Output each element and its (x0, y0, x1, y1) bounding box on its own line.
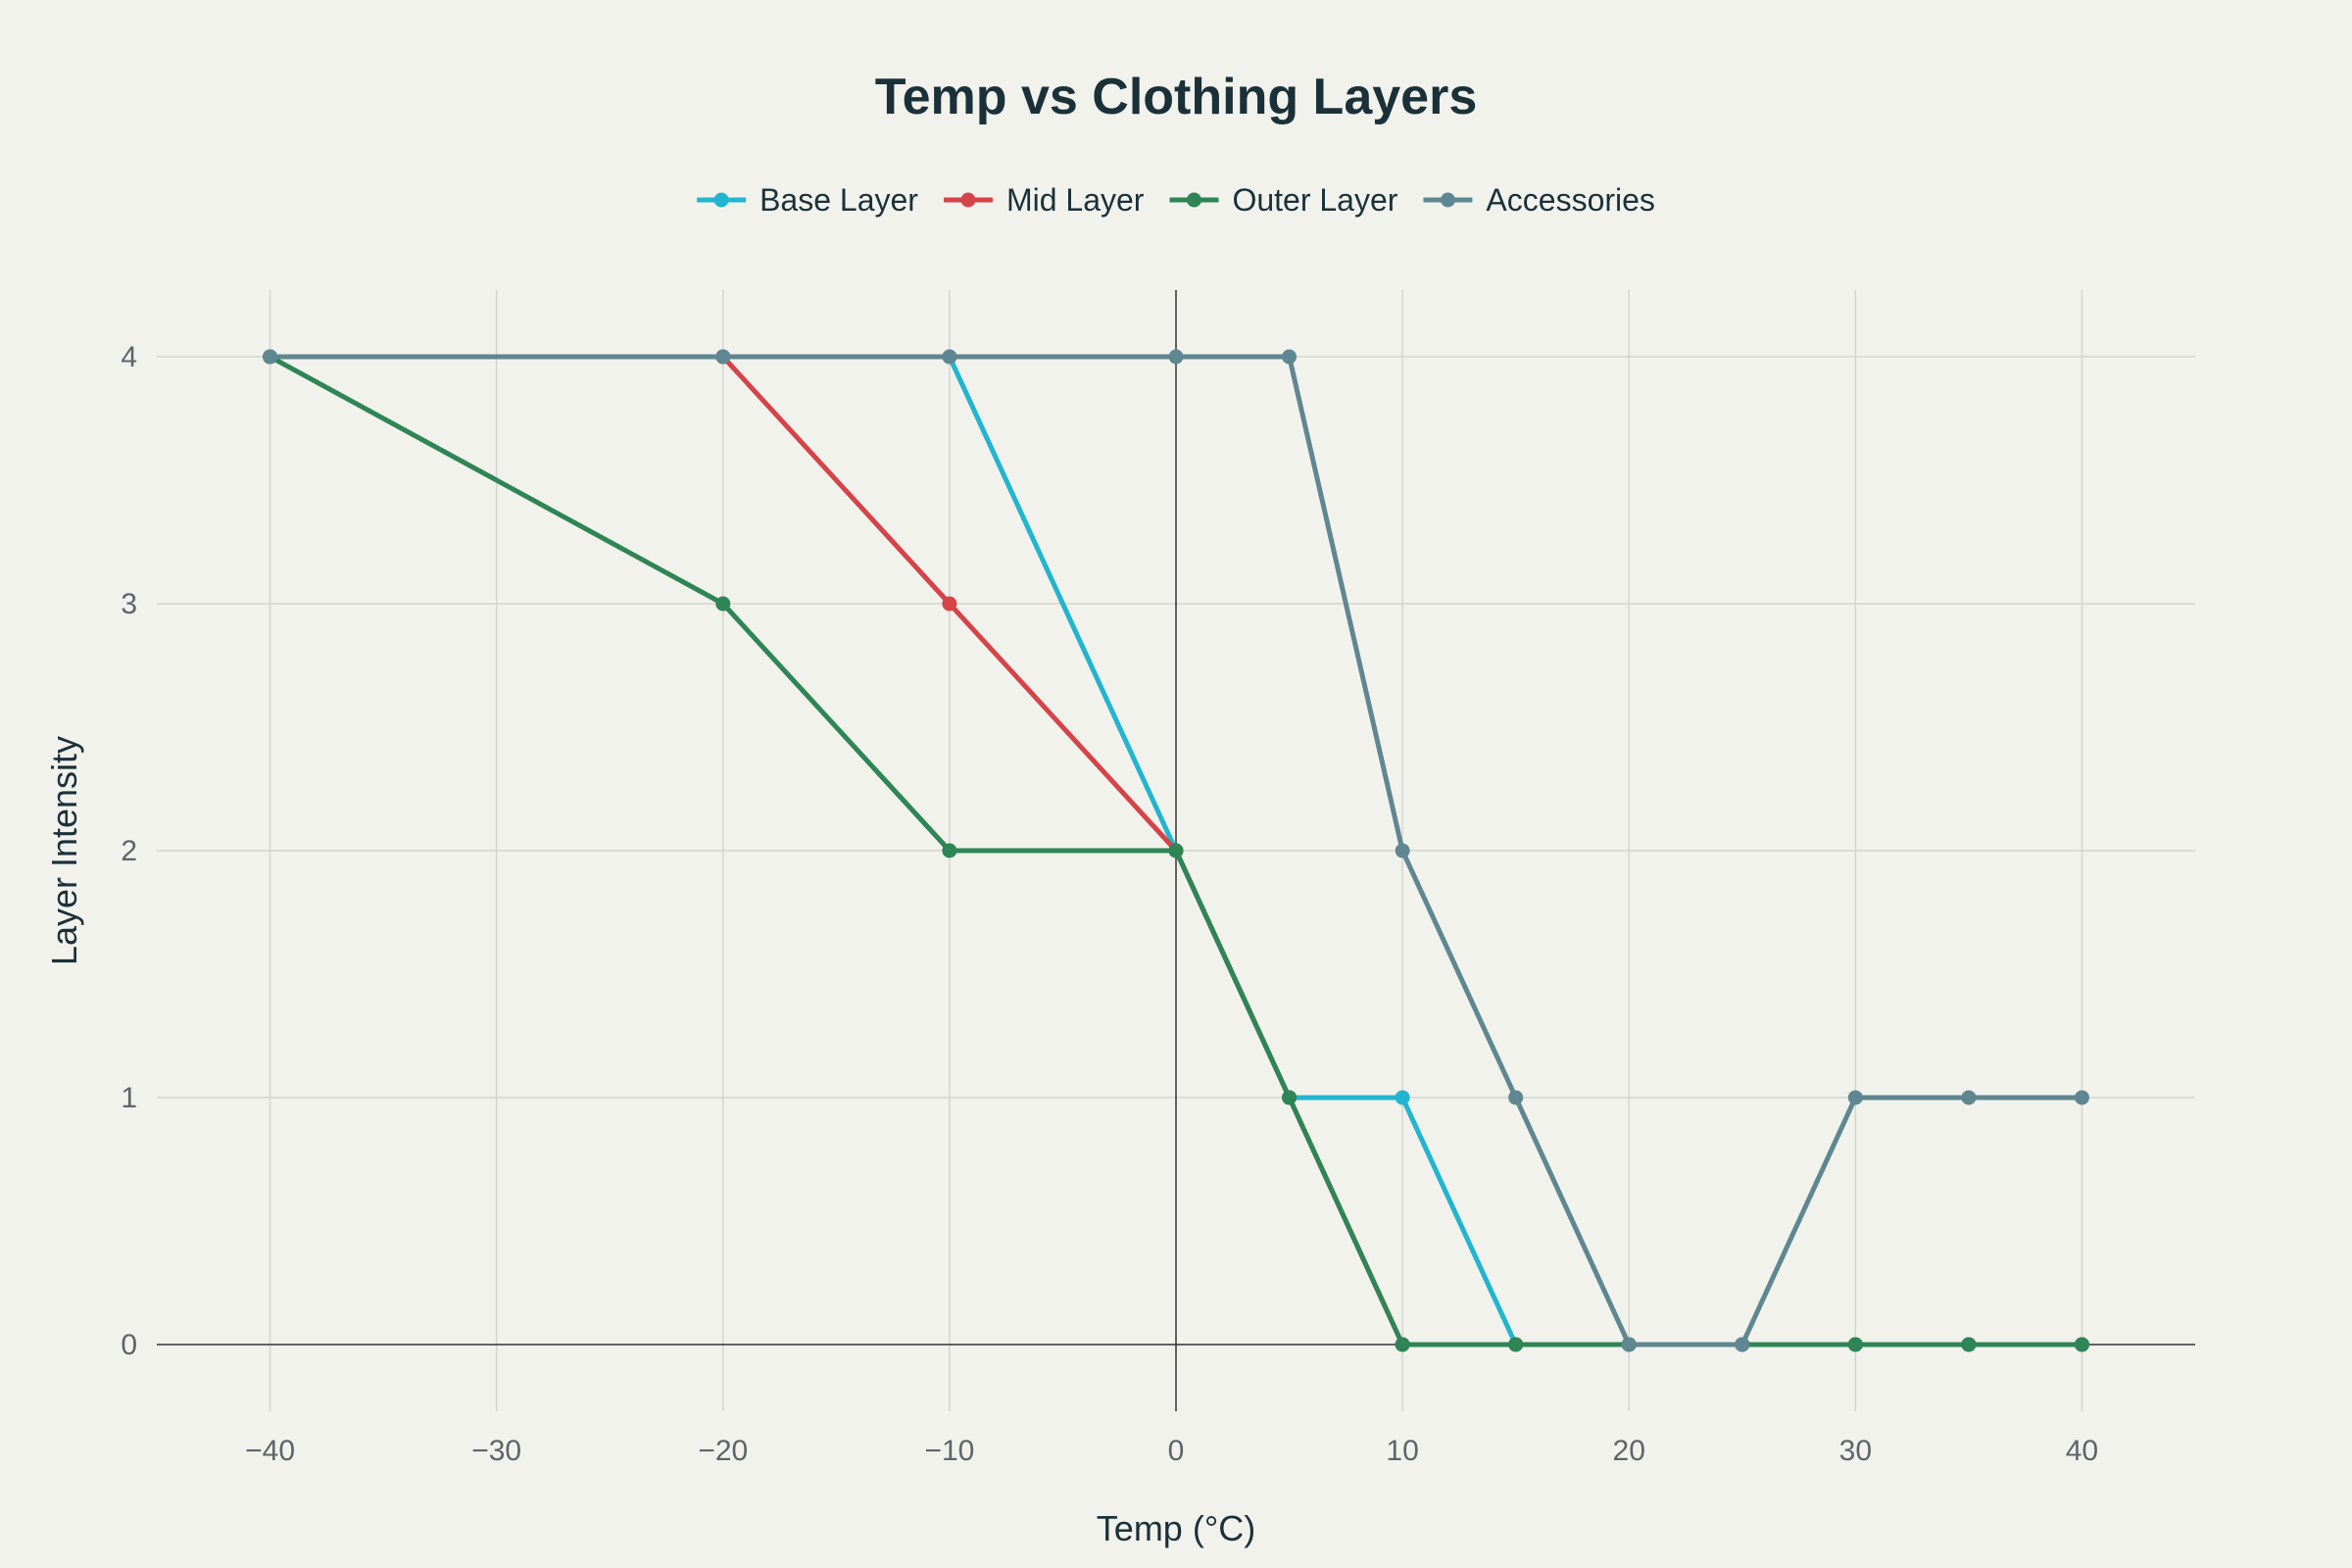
series-line-outer-layer (269, 354, 2082, 1348)
data-point-accessories (1282, 349, 1298, 365)
legend-label: Outer Layer (1232, 182, 1397, 218)
data-point-accessories (942, 349, 957, 365)
x-tick-label: 40 (2066, 1435, 2098, 1467)
x-tick-label: 20 (1613, 1435, 1645, 1467)
y-tick-label: 2 (121, 835, 137, 867)
legend-swatch-marker (1440, 192, 1455, 208)
legend-item-accessories[interactable]: Accessories (1423, 182, 1655, 218)
legend-label: Base Layer (760, 182, 918, 218)
data-point-outer-layer (1395, 1337, 1410, 1352)
x-tick-label: −10 (924, 1435, 974, 1467)
chart-title: Temp vs Clothing Layers (875, 69, 1478, 125)
y-tick-label: 0 (121, 1329, 137, 1361)
legend-label: Accessories (1486, 182, 1655, 218)
data-point-outer-layer (1961, 1337, 1977, 1352)
data-point-accessories (2074, 1090, 2089, 1105)
x-tick-label: −40 (245, 1435, 295, 1467)
data-point-accessories (263, 349, 278, 365)
legend-item-mid-layer[interactable]: Mid Layer (943, 182, 1145, 218)
legend-swatch-marker (960, 192, 976, 208)
data-point-outer-layer (1282, 1090, 1298, 1105)
data-point-mid-layer (942, 596, 957, 612)
plot-series (263, 349, 2089, 1352)
data-point-accessories (1621, 1337, 1637, 1352)
data-point-outer-layer (1508, 1337, 1524, 1352)
x-tick-label: 30 (1839, 1435, 1872, 1467)
x-tick-label: 0 (1168, 1435, 1185, 1467)
x-tick-label: 10 (1386, 1435, 1418, 1467)
x-axis-title: Temp (°C) (1097, 1508, 1255, 1548)
y-tick-label: 3 (121, 588, 137, 620)
data-point-base-layer (1395, 1090, 1410, 1105)
legend-swatch-marker (713, 192, 729, 208)
data-point-accessories (1847, 1090, 1863, 1105)
data-point-outer-layer (1847, 1337, 1863, 1352)
data-point-accessories (1508, 1090, 1524, 1105)
data-point-accessories (1735, 1337, 1750, 1352)
series-accessories (263, 349, 2089, 1352)
legend-label: Mid Layer (1006, 182, 1145, 218)
data-point-accessories (715, 349, 731, 365)
legend-item-outer-layer[interactable]: Outer Layer (1169, 182, 1398, 218)
data-point-outer-layer (2074, 1337, 2089, 1352)
legend-item-base-layer[interactable]: Base Layer (697, 182, 918, 218)
y-axis-title: Layer Intensity (44, 736, 84, 965)
data-point-outer-layer (942, 843, 957, 858)
y-tick-label: 1 (121, 1082, 137, 1114)
y-tick-label: 4 (121, 341, 137, 373)
x-tick-label: −30 (471, 1435, 521, 1467)
axes: −40 −30 −20 −10 0 10 20 30 40 0 1 2 3 4 (121, 341, 2098, 1467)
data-point-accessories (1395, 843, 1410, 858)
series-line-accessories (270, 354, 2082, 1348)
data-point-accessories (1168, 349, 1184, 365)
data-point-outer-layer (1168, 843, 1184, 858)
x-tick-label: −20 (698, 1435, 748, 1467)
data-point-outer-layer (715, 596, 731, 612)
data-point-accessories (1961, 1090, 1977, 1105)
legend: Base Layer Mid Layer Outer Layer Accessorie… (697, 182, 1655, 218)
legend-swatch-marker (1186, 192, 1201, 208)
